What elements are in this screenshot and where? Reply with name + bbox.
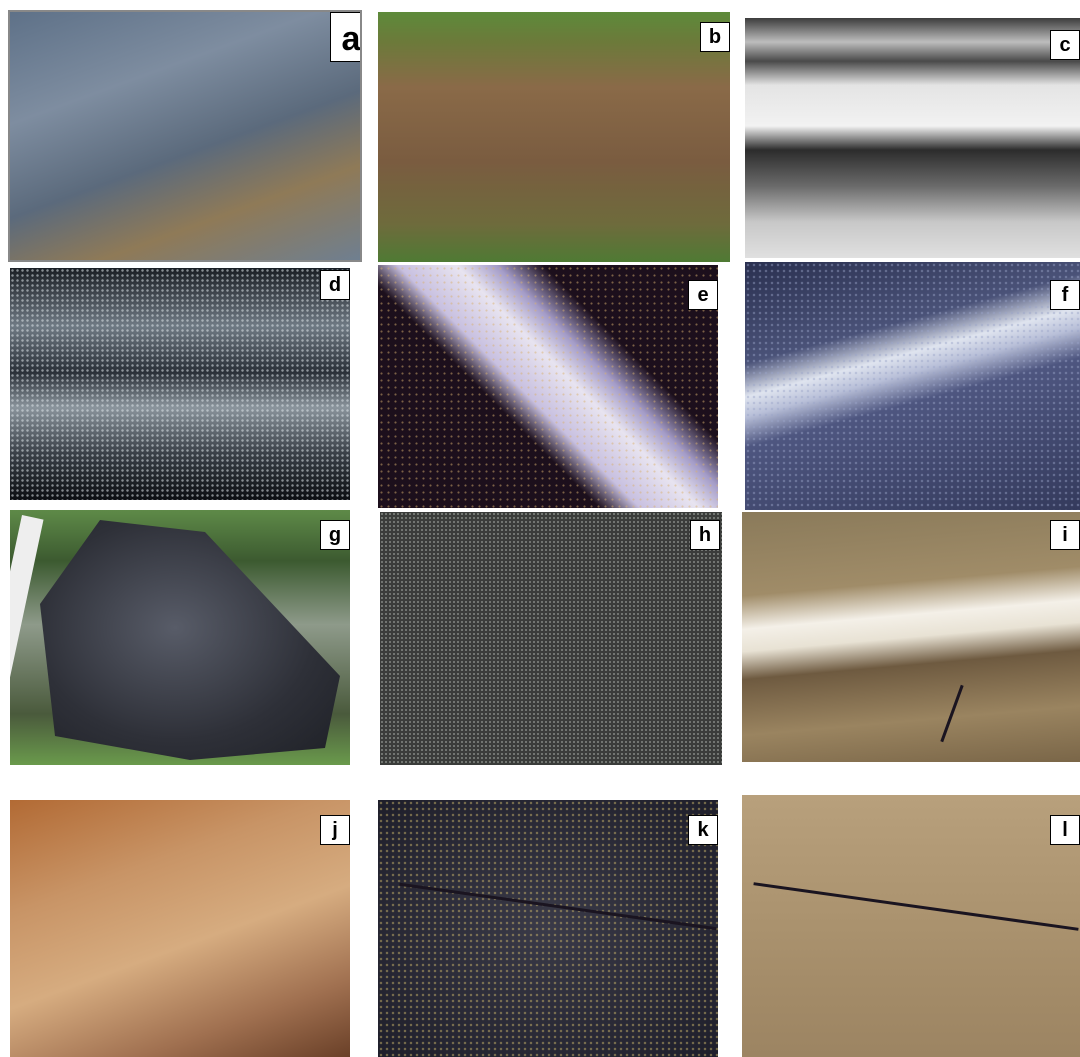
panel-label: h [690,520,720,550]
texture [10,268,350,500]
photo-panel: d [10,268,350,500]
photo-panel: k [378,800,718,1057]
photo-panel: g [10,510,350,765]
panel-label: d [320,270,350,300]
panel-label: j [320,815,350,845]
crack [940,684,964,743]
photo-panel: l [742,795,1080,1057]
photo-panel: f [745,262,1080,510]
photo-panel: b [378,12,730,262]
photo-panel: a [8,10,362,262]
photo-panel: j [10,800,350,1057]
panel-label: g [320,520,350,550]
panel-label: i [1050,520,1080,550]
panel-label: a [330,12,360,62]
panel-label: c [1050,30,1080,60]
crack [753,882,1079,931]
texture [378,800,718,1057]
photo-panel: h [380,512,722,765]
panel-label: l [1050,815,1080,845]
panel-label: k [688,815,718,845]
photo-panel: i [742,512,1080,762]
texture [378,265,718,508]
texture [745,262,1080,510]
panel-label: f [1050,280,1080,310]
photo-panel: c [745,18,1080,258]
rock [40,520,340,760]
marker-pen [10,515,44,750]
panel-label: b [700,22,730,52]
photo-panel: e [378,265,718,508]
panel-label: e [688,280,718,310]
texture [380,512,722,765]
